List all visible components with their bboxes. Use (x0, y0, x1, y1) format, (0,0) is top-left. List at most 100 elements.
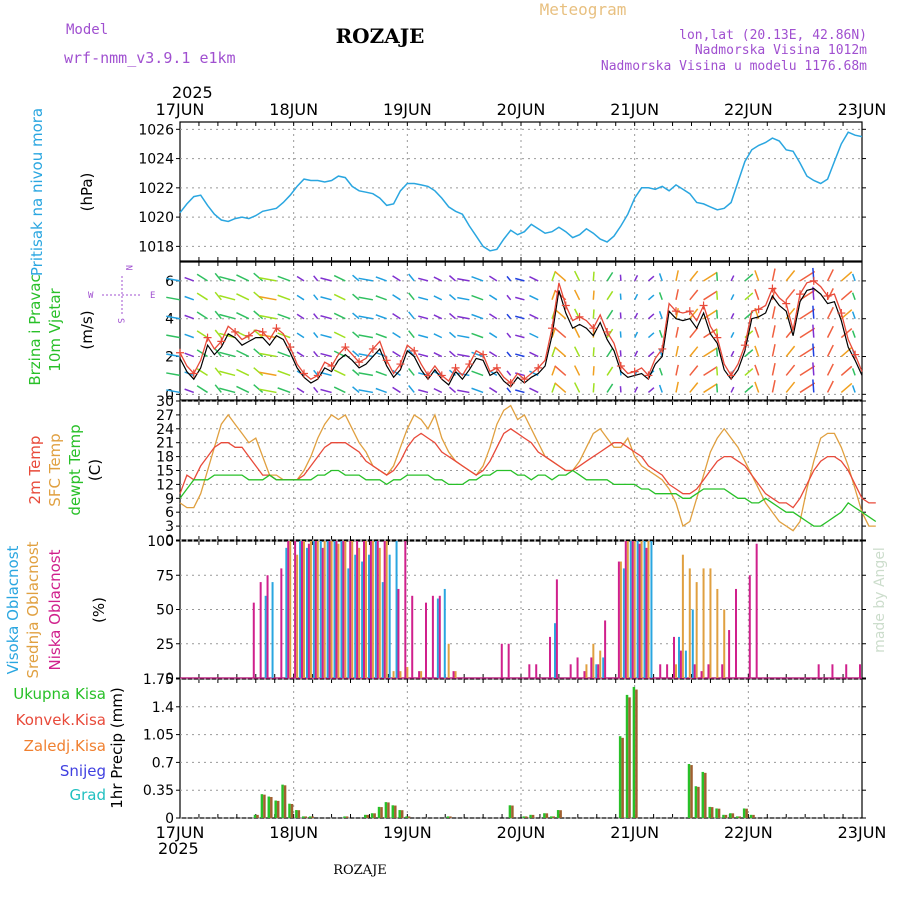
pressure-frame (179, 121, 863, 262)
wind-arrow (375, 387, 387, 394)
wind-arrow (253, 291, 264, 301)
wind-arrow (506, 387, 512, 393)
wind-arrow (471, 332, 484, 339)
wind-arrow (529, 351, 539, 358)
precip-total-bar (722, 814, 725, 818)
cloud-bar (700, 671, 703, 678)
precip-conv-bar (621, 737, 624, 818)
wind-arrow (471, 294, 484, 301)
year-bottom: 2025 (158, 839, 199, 858)
high-cloud-label: Visoka Oblacnost (4, 545, 22, 674)
cloud-bar (376, 541, 379, 678)
precip-conv-bar (394, 805, 397, 818)
precip-conv-bar (635, 689, 638, 818)
cloud-bar (599, 650, 602, 678)
cloud-bar (723, 609, 726, 678)
gust-marker (644, 371, 653, 380)
wind-arrow (196, 292, 208, 301)
cloud-bar (576, 657, 579, 678)
wind-arrow (333, 331, 346, 339)
cloud-bar (678, 636, 680, 678)
wind-arrow (333, 369, 346, 377)
wind-arrow (812, 305, 815, 319)
wind-arrow (785, 288, 796, 301)
wind-arrow (258, 371, 277, 377)
wind-arrow (296, 275, 305, 282)
wind-arrow (551, 347, 556, 357)
cloud-bar (266, 575, 269, 678)
bottom-day-label: 20JUN (497, 823, 546, 842)
cloud-bar (368, 554, 370, 678)
wind-arrow (840, 271, 853, 282)
gust-marker (823, 292, 832, 301)
gust-marker (479, 350, 488, 359)
wind-arrow (320, 315, 332, 320)
y-tick-label: 50 (156, 603, 174, 619)
wind-arrow (799, 270, 816, 282)
bottom-day-label: 18JUN (269, 823, 318, 842)
wind-arrow (799, 346, 816, 358)
cloud-bar (354, 554, 357, 678)
wind-arrow (703, 271, 718, 282)
cloud-bar (643, 541, 646, 678)
dewpoint-line (179, 469, 877, 527)
precip-conv-bar (256, 814, 259, 818)
precip-conv-bar (745, 808, 748, 818)
gust-marker (382, 356, 391, 365)
cloud-bar (397, 588, 400, 678)
cloud-bar (626, 541, 629, 678)
wind-arrow (744, 368, 754, 376)
precip-conv-bar (366, 814, 369, 818)
wind-arrow (313, 369, 319, 376)
cloud-bar (831, 664, 834, 678)
wind-arrow (730, 275, 735, 282)
cloud-bar (312, 541, 315, 678)
wind-arrow (744, 385, 754, 394)
cloud-bar (438, 595, 441, 678)
cloud-bar (259, 582, 262, 678)
precip-total-bar (694, 786, 698, 818)
wind-arrow (515, 389, 525, 394)
wind-arrow (703, 347, 718, 358)
gust-marker (437, 371, 446, 380)
wind-arrow (703, 366, 718, 377)
wind-arrow (214, 367, 222, 376)
gust-marker (258, 327, 267, 336)
y-tick-label: 24 (156, 422, 174, 438)
wind-arrow (408, 273, 415, 282)
precip-conv-bar (710, 807, 714, 818)
y-tick-label: 1.05 (143, 728, 174, 744)
wind-arrow (258, 277, 277, 282)
precip-total-bar (364, 814, 367, 818)
wind-arrow (320, 352, 332, 358)
cloud-bar (619, 561, 622, 678)
wind-arrow (606, 383, 614, 393)
cloud-bar (349, 541, 352, 678)
top-day-label: 23JUN (838, 100, 887, 119)
precip-total-bar (308, 816, 312, 818)
cloud-bar (363, 541, 365, 678)
gust-marker (465, 360, 474, 369)
wind-arrow (554, 346, 567, 358)
wind-arrow (647, 275, 655, 282)
wind-arrow (333, 274, 346, 282)
wind-arrow (352, 331, 360, 339)
wind-arrow (840, 290, 853, 301)
wind-arrow (214, 310, 222, 320)
wind-arrow (375, 332, 387, 339)
gust-marker (851, 350, 860, 359)
wind-arrow (554, 327, 567, 339)
cloud-bar (845, 664, 848, 678)
y-tick-label: 21 (156, 436, 174, 452)
wind-arrow (826, 344, 834, 357)
gust-marker (396, 360, 405, 369)
wind-arrow (277, 294, 291, 301)
wind-arrow (433, 333, 443, 339)
wind-arrow (352, 274, 360, 282)
wind-arrow (647, 313, 655, 320)
precip-conv-bar (449, 816, 452, 818)
precip-conv-bar (690, 765, 693, 818)
wind-arrow (488, 294, 498, 301)
gust-marker (768, 284, 777, 293)
